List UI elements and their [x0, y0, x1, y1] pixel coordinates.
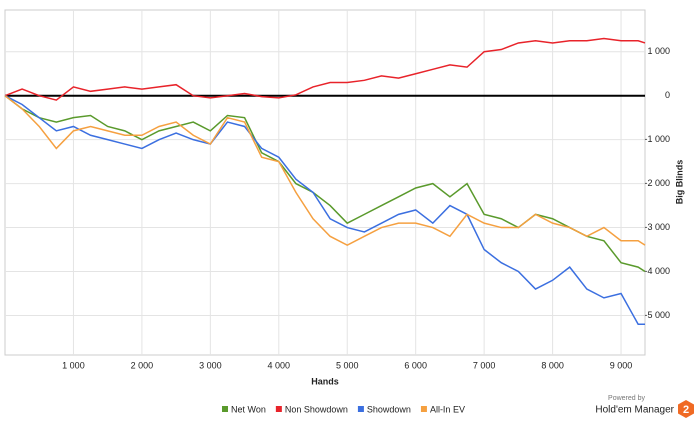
legend-label: Net Won: [231, 404, 266, 414]
legend-label: All-In EV: [430, 404, 465, 414]
series-line: [4, 95, 645, 325]
x-tick-label: 5 000: [336, 360, 359, 370]
y-tick-label: -2 000: [644, 178, 670, 188]
legend-swatch: [222, 406, 228, 412]
legend-swatch: [275, 406, 282, 412]
x-tick-label: 7 000: [473, 360, 496, 370]
badge-icon: [678, 400, 694, 418]
plot-area: [4, 9, 646, 356]
legend-swatch: [357, 406, 364, 412]
badge-text: 2: [683, 404, 689, 416]
x-axis-title: Hands: [311, 376, 339, 386]
x-tick-label: 9 000: [610, 360, 633, 370]
y-tick-label: -3 000: [644, 222, 670, 232]
legend-label: Showdown: [367, 404, 411, 414]
y-tick-label: -5 000: [644, 310, 670, 320]
x-tick-label: 1 000: [62, 360, 85, 370]
powered-by: Powered by: [608, 395, 645, 402]
legend-swatch: [420, 406, 427, 412]
x-tick-label: 4 000: [268, 360, 291, 370]
legend-label: Non Showdown: [285, 404, 348, 414]
x-tick-label: 3 000: [199, 360, 222, 370]
x-tick-label: 8 000: [541, 360, 564, 370]
y-tick-label: -4 000: [644, 266, 670, 276]
product-name: Hold'em Manager: [595, 405, 674, 416]
y-tick-label: 1 000: [647, 46, 670, 56]
series-line: [4, 95, 646, 273]
y-tick-label: -1 000: [644, 134, 670, 144]
series-line: [4, 37, 646, 101]
y-tick-label: 0: [665, 90, 670, 100]
x-tick-label: 2 000: [131, 360, 154, 370]
x-tick-label: 6 000: [404, 360, 427, 370]
series-line: [4, 95, 646, 246]
y-axis-title: Big Blinds: [674, 160, 684, 205]
